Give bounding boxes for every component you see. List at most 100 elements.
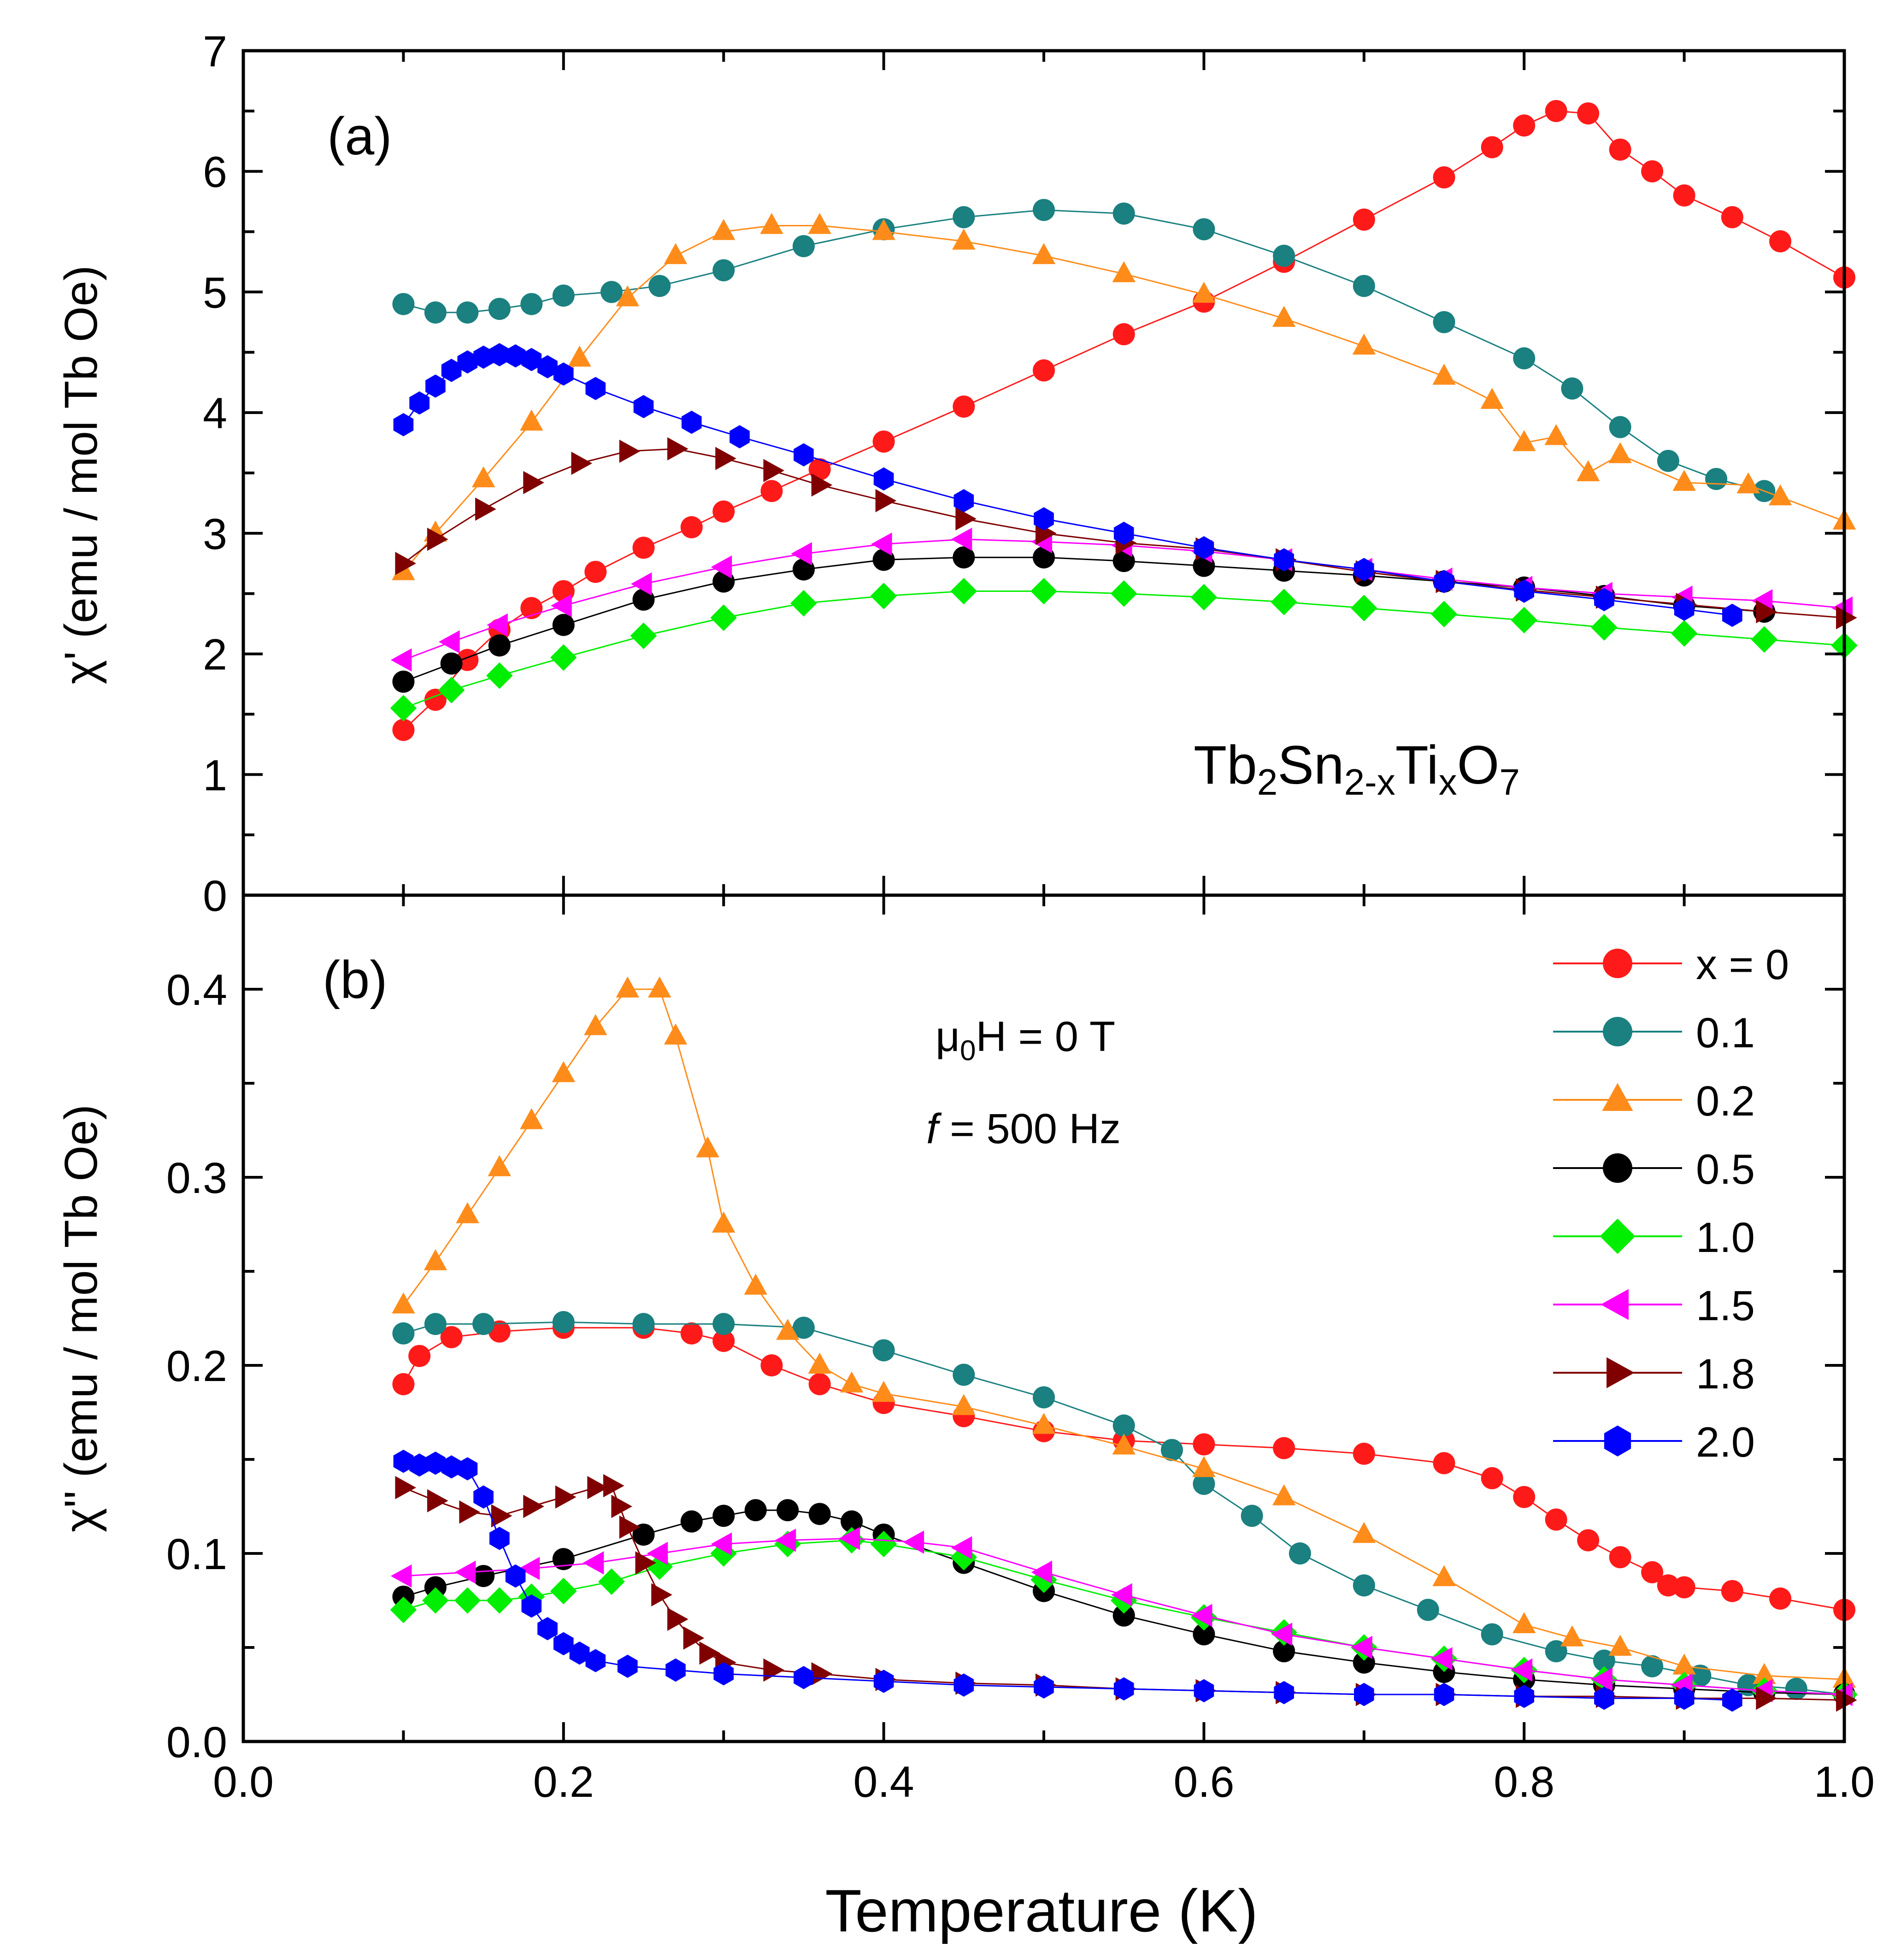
data-point bbox=[790, 590, 817, 617]
data-point bbox=[488, 634, 511, 657]
data-point bbox=[1577, 102, 1600, 125]
y-tick-label: 0.0 bbox=[166, 1718, 227, 1767]
data-point bbox=[1351, 595, 1377, 621]
data-point bbox=[390, 1596, 417, 1623]
data-point bbox=[1272, 306, 1296, 327]
data-point bbox=[760, 480, 783, 502]
data-point bbox=[537, 355, 558, 378]
data-point bbox=[569, 1641, 590, 1665]
y-tick-label: 0.4 bbox=[166, 966, 227, 1015]
data-point bbox=[456, 301, 479, 324]
data-point bbox=[1112, 323, 1135, 346]
data-point bbox=[1481, 136, 1503, 159]
data-point bbox=[1034, 1675, 1054, 1699]
data-point bbox=[808, 1503, 831, 1525]
data-point bbox=[875, 489, 897, 513]
data-point bbox=[1113, 521, 1134, 545]
data-point bbox=[392, 670, 415, 693]
compound-formula: Tb2Sn2-xTixO7 bbox=[1194, 735, 1520, 803]
data-point bbox=[471, 466, 495, 488]
data-point bbox=[1352, 333, 1376, 355]
data-point bbox=[648, 976, 671, 998]
data-point bbox=[392, 719, 415, 741]
y-tick-label: 6 bbox=[203, 148, 227, 197]
data-point bbox=[1481, 1467, 1503, 1489]
data-point bbox=[1160, 1439, 1183, 1461]
data-point bbox=[1353, 275, 1375, 297]
data-point bbox=[409, 1453, 430, 1477]
legend-marker bbox=[1603, 1153, 1632, 1183]
freq-rest: = 500 Hz bbox=[938, 1105, 1121, 1152]
data-point bbox=[1433, 1452, 1455, 1475]
data-point bbox=[1511, 607, 1537, 634]
data-point bbox=[1112, 1604, 1135, 1627]
data-point bbox=[392, 1322, 415, 1345]
data-point bbox=[551, 594, 572, 618]
data-point bbox=[1481, 1623, 1503, 1646]
data-point bbox=[571, 451, 593, 475]
data-point bbox=[712, 219, 736, 240]
data-point bbox=[1354, 558, 1374, 581]
data-point bbox=[1430, 601, 1458, 627]
formula-sub-ti: x bbox=[1439, 762, 1457, 803]
x-tick-label: 0.6 bbox=[1173, 1758, 1234, 1807]
series-line bbox=[403, 538, 1845, 661]
data-point bbox=[1756, 600, 1777, 624]
legend-entry: 1.8 bbox=[1553, 1351, 1755, 1398]
data-point bbox=[1705, 468, 1728, 490]
data-point bbox=[1433, 166, 1455, 189]
data-point bbox=[903, 1530, 924, 1554]
legend-marker bbox=[1600, 1218, 1636, 1254]
data-point bbox=[872, 549, 895, 571]
data-point bbox=[555, 1485, 577, 1509]
data-point bbox=[489, 1527, 510, 1550]
data-point bbox=[553, 362, 574, 386]
data-point bbox=[1191, 1604, 1212, 1627]
data-point bbox=[457, 1457, 478, 1481]
data-point bbox=[1033, 546, 1055, 569]
data-point bbox=[585, 1649, 606, 1672]
data-point bbox=[1034, 507, 1054, 531]
data-point bbox=[839, 1527, 860, 1550]
panel-b-data-marks bbox=[390, 976, 1858, 1712]
data-point bbox=[1673, 1576, 1695, 1599]
data-point bbox=[475, 497, 496, 521]
data-point bbox=[840, 1371, 864, 1393]
data-point bbox=[1274, 548, 1294, 572]
legend-entry: 2.0 bbox=[1553, 1419, 1755, 1466]
data-point bbox=[427, 1489, 448, 1512]
data-point bbox=[711, 555, 732, 579]
field-mu: μ bbox=[936, 1013, 960, 1060]
y-tick-label: 1 bbox=[203, 751, 227, 800]
data-point bbox=[552, 284, 575, 307]
data-point bbox=[550, 1577, 577, 1605]
data-point bbox=[552, 614, 575, 636]
data-point bbox=[392, 1373, 415, 1395]
data-point bbox=[583, 1551, 604, 1575]
data-point bbox=[952, 1394, 976, 1415]
data-point bbox=[1609, 416, 1631, 438]
frequency-annotation: f = 500 Hz bbox=[926, 1105, 1121, 1152]
legend-marker bbox=[1603, 949, 1632, 978]
data-point bbox=[760, 213, 783, 234]
data-point bbox=[870, 583, 897, 609]
data-point bbox=[792, 1317, 815, 1339]
data-point bbox=[1033, 199, 1055, 221]
data-point bbox=[1192, 282, 1216, 303]
data-point bbox=[1657, 1574, 1679, 1597]
x-tick-label: 0.4 bbox=[853, 1758, 914, 1807]
data-point bbox=[872, 1339, 895, 1362]
data-point bbox=[630, 572, 652, 596]
data-point bbox=[600, 281, 623, 303]
data-point bbox=[808, 213, 831, 234]
data-point bbox=[550, 644, 577, 671]
formula-o: O bbox=[1457, 735, 1500, 796]
data-point bbox=[1289, 1542, 1311, 1564]
data-point bbox=[393, 413, 414, 437]
data-point bbox=[486, 1587, 513, 1614]
data-point bbox=[664, 1023, 688, 1045]
data-point bbox=[1641, 160, 1664, 183]
legend: x = 0 0.1 0.2 0.5 1.0 1.5 1.8 2.0 bbox=[1553, 941, 1789, 1466]
data-point bbox=[1671, 620, 1698, 647]
data-point bbox=[552, 1311, 575, 1334]
